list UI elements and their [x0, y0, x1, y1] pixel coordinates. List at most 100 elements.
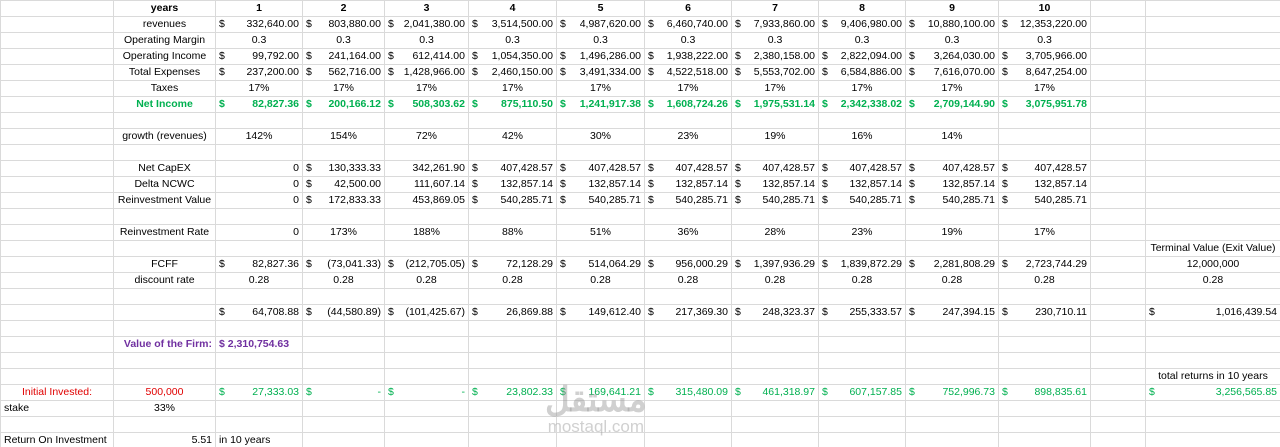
cell	[818, 144, 906, 161]
cell: $3,491,334.00	[556, 64, 645, 81]
cell: $247,394.15	[905, 304, 999, 321]
cell: 0.28	[468, 272, 557, 289]
cell	[818, 112, 906, 129]
cell	[0, 80, 114, 97]
currency-symbol: $	[472, 162, 478, 174]
cell: 16%	[818, 128, 906, 145]
cell	[644, 288, 732, 305]
cell: $132,857.14	[818, 176, 906, 193]
cell: $315,480.09	[644, 384, 732, 401]
cell: 42%	[468, 128, 557, 145]
cell: $172,833.33	[302, 192, 385, 209]
amount: 2,460,150.00	[491, 66, 553, 78]
cell	[302, 288, 385, 305]
amount: 132,857.14	[500, 178, 553, 190]
cell	[998, 368, 1091, 385]
amount: 5,553,702.00	[753, 66, 815, 78]
currency-symbol: $	[560, 50, 566, 62]
currency-symbol: $	[306, 194, 312, 206]
amount: 3,075,951.78	[1025, 98, 1087, 110]
cell: $99,792.00	[215, 48, 303, 65]
cell	[1090, 176, 1146, 193]
cell: Reinvestment Rate	[113, 224, 216, 241]
cell	[384, 208, 469, 225]
currency-symbol: $	[306, 178, 312, 190]
currency-symbol: $	[306, 162, 312, 174]
cell: $540,285.71	[644, 192, 732, 209]
amount: 540,285.71	[500, 194, 553, 206]
currency-symbol: $	[822, 386, 828, 398]
cell: $407,428.57	[731, 160, 819, 177]
currency-symbol: $	[1002, 98, 1008, 110]
currency-symbol: $	[560, 194, 566, 206]
currency-symbol: $	[560, 18, 566, 30]
cell	[1090, 112, 1146, 129]
row: Terminal Value (Exit Value)	[0, 240, 1280, 257]
cell: Total Expenses	[113, 64, 216, 81]
cell: $ -	[302, 384, 385, 401]
row: Delta NCWC 0 $42,500.00 111,607.14 $132,857.…	[0, 176, 1280, 193]
currency-symbol: $	[648, 306, 654, 318]
cell: $332,640.00	[215, 16, 303, 33]
amount: 540,285.71	[675, 194, 728, 206]
cell: 23%	[644, 128, 732, 145]
cell: 0	[215, 224, 303, 241]
currency-symbol: $	[388, 306, 394, 318]
cell	[1090, 224, 1146, 241]
cell	[1090, 320, 1146, 337]
cell	[1145, 16, 1280, 33]
cell	[302, 432, 385, 447]
cell: $2,460,150.00	[468, 64, 557, 81]
cell: 0.28	[818, 272, 906, 289]
row: Value of the Firm: $ 2,310,754.63	[0, 336, 1280, 353]
cell: $4,522,518.00	[644, 64, 732, 81]
amount: 241,164.00	[328, 50, 381, 62]
cell	[302, 240, 385, 257]
currency-symbol: $	[219, 18, 225, 30]
amount: -	[461, 386, 466, 398]
cell	[1090, 272, 1146, 289]
cell	[731, 240, 819, 257]
cell	[1090, 192, 1146, 209]
cell: 19%	[905, 224, 999, 241]
currency-symbol: $	[472, 66, 478, 78]
cell	[818, 352, 906, 369]
cell	[113, 240, 216, 257]
cell: $2,281,808.29	[905, 256, 999, 273]
cell: 0.3	[644, 32, 732, 49]
amount: 1,938,222.00	[666, 50, 728, 62]
cell	[1090, 432, 1146, 447]
cell: $5,553,702.00	[731, 64, 819, 81]
cell: 0.3	[215, 32, 303, 49]
cell	[905, 336, 999, 353]
cell	[731, 352, 819, 369]
cell: $255,333.57	[818, 304, 906, 321]
amount: 230,710.11	[1035, 306, 1087, 318]
currency-symbol: $	[306, 306, 312, 318]
currency-symbol: $	[735, 194, 741, 206]
cell: 500,000	[113, 384, 216, 401]
cell	[1090, 256, 1146, 273]
cell	[1145, 400, 1280, 417]
currency-symbol: $	[822, 178, 828, 190]
cell: $132,857.14	[905, 176, 999, 193]
row: Reinvestment Value 0 $172,833.33 453,869.05…	[0, 192, 1280, 209]
cell: Operating Income	[113, 48, 216, 65]
amount: 540,285.71	[762, 194, 815, 206]
currency-symbol: $	[219, 66, 225, 78]
cell	[0, 352, 114, 369]
cell: years	[113, 0, 216, 17]
cell	[998, 352, 1091, 369]
currency-symbol: $	[306, 50, 312, 62]
cell: 88%	[468, 224, 557, 241]
row: Operating Income $99,792.00 $241,164.00 $61…	[0, 48, 1280, 65]
cell: 10	[998, 0, 1091, 17]
currency-symbol: $	[909, 194, 915, 206]
cell	[1090, 400, 1146, 417]
cell: $407,428.57	[468, 160, 557, 177]
currency-symbol: $	[909, 18, 915, 30]
cell: $875,110.50	[468, 96, 557, 113]
cell	[556, 240, 645, 257]
amount: 23,802.33	[506, 386, 553, 398]
